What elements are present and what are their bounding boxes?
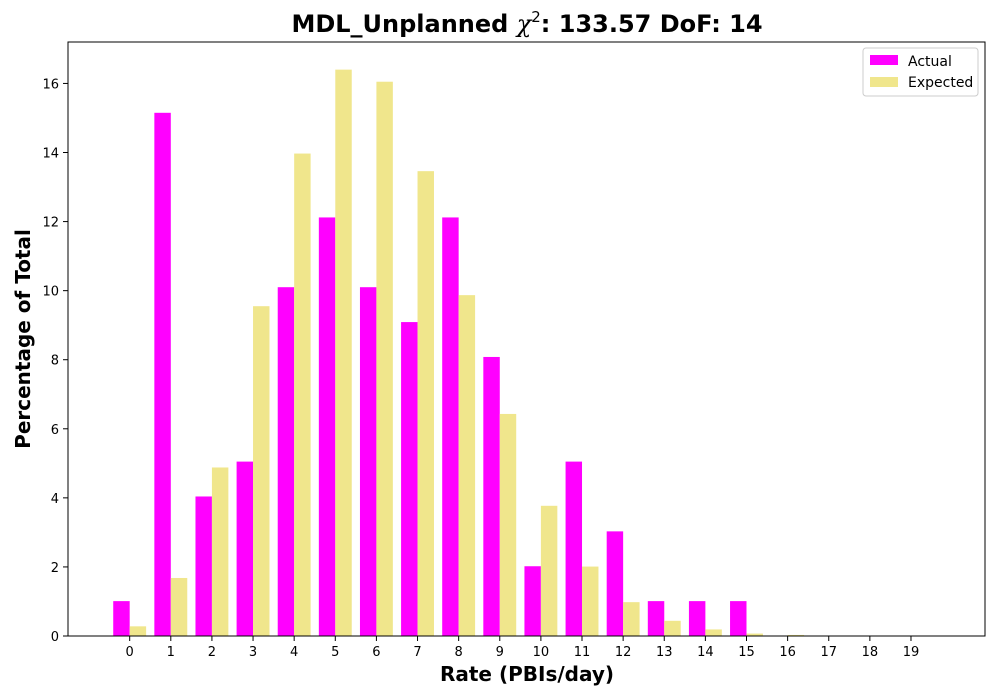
bar-actual-14 xyxy=(688,601,706,636)
x-tick-label: 4 xyxy=(290,645,298,660)
y-ticks-group: 0 2 4 6 8 10 12 14 16 xyxy=(42,77,68,645)
y-tick-label: 6 xyxy=(51,423,59,438)
x-tick-label: 0 xyxy=(126,645,134,660)
bar-actual-7 xyxy=(401,322,418,636)
bar-expected-4 xyxy=(294,153,311,637)
x-tick-label: 17 xyxy=(820,645,837,660)
x-ticks-group: 0 1 2 3 4 5 6 7 8 9 10 11 12 13 14 15 16 17 18 19 xyxy=(126,636,920,660)
bar-expected-16 xyxy=(787,634,805,636)
y-tick-label: 16 xyxy=(42,77,59,92)
x-tick-label: 19 xyxy=(903,645,920,660)
x-tick-label: 2 xyxy=(208,645,216,660)
legend-label-actual: Actual xyxy=(908,54,952,70)
bar-expected-6 xyxy=(376,81,393,637)
bar-expected-3 xyxy=(253,306,270,636)
bar-actual-4 xyxy=(277,287,295,636)
bar-expected-7 xyxy=(417,171,434,636)
x-tick-label: 12 xyxy=(615,645,632,660)
x-tick-label: 16 xyxy=(779,645,796,660)
x-tick-label: 3 xyxy=(249,645,257,660)
bar-actual-6 xyxy=(359,287,377,636)
bar-actual-8 xyxy=(442,217,459,636)
bar-expected-13 xyxy=(664,620,681,636)
y-axis-label: Percentage of Total xyxy=(11,229,35,449)
chart-title-chi-symbol: χ xyxy=(515,10,533,38)
bar-expected-14 xyxy=(705,629,722,636)
x-tick-label: 8 xyxy=(455,645,463,660)
y-tick-label: 4 xyxy=(51,492,59,507)
y-tick-label: 14 xyxy=(42,147,59,162)
x-tick-label: 1 xyxy=(167,645,175,660)
bar-expected-9 xyxy=(499,413,517,636)
y-tick-label: 12 xyxy=(42,216,59,231)
chart-title-suffix: : 133.57 DoF: 14 xyxy=(541,10,763,38)
bar-actual-15 xyxy=(730,601,747,636)
bar-actual-1 xyxy=(154,112,171,637)
bar-expected-15 xyxy=(746,633,763,636)
bar-actual-0 xyxy=(113,601,130,636)
chart-title-prefix: MDL_Unplanned xyxy=(291,10,516,38)
bar-actual-2 xyxy=(195,496,212,636)
bar-actual-11 xyxy=(565,461,583,636)
legend-swatch-expected xyxy=(870,77,898,87)
y-tick-label: 2 xyxy=(51,561,59,576)
chart-title-chi-superscript: 2 xyxy=(531,8,541,26)
y-tick-label: 10 xyxy=(42,285,59,300)
x-tick-label: 13 xyxy=(656,645,673,660)
plot-frame xyxy=(67,41,986,637)
bar-actual-13 xyxy=(647,601,665,636)
x-tick-label: 15 xyxy=(738,645,755,660)
bar-actual-10 xyxy=(524,566,541,636)
bar-actual-3 xyxy=(236,461,254,636)
bar-expected-2 xyxy=(211,467,229,636)
x-tick-label: 14 xyxy=(697,645,714,660)
y-tick-label: 8 xyxy=(51,354,59,369)
bar-expected-10 xyxy=(540,505,558,636)
bar-expected-12 xyxy=(623,602,640,636)
legend: Actual Expected xyxy=(862,47,979,97)
x-tick-label: 10 xyxy=(533,645,550,660)
x-tick-label: 7 xyxy=(413,645,421,660)
x-tick-label: 9 xyxy=(496,645,504,660)
bar-expected-11 xyxy=(582,566,599,636)
bar-expected-8 xyxy=(458,295,476,636)
y-tick-label: 0 xyxy=(51,630,59,645)
x-tick-label: 5 xyxy=(331,645,339,660)
x-tick-label: 11 xyxy=(574,645,591,660)
bars-group xyxy=(113,69,846,637)
x-axis-label: Rate (PBIs/day) xyxy=(440,662,614,686)
bar-expected-1 xyxy=(170,577,188,636)
chart-title: MDL_Unplanned χ2: 133.57 DoF: 14 xyxy=(291,8,762,38)
bar-expected-5 xyxy=(335,69,352,636)
bar-actual-5 xyxy=(318,217,336,636)
x-tick-label: 18 xyxy=(862,645,879,660)
bar-expected-0 xyxy=(129,626,147,636)
legend-swatch-actual xyxy=(870,55,898,65)
legend-label-expected: Expected xyxy=(908,75,973,91)
bar-actual-12 xyxy=(606,531,624,636)
x-tick-label: 6 xyxy=(372,645,380,660)
bar-actual-9 xyxy=(483,356,500,636)
